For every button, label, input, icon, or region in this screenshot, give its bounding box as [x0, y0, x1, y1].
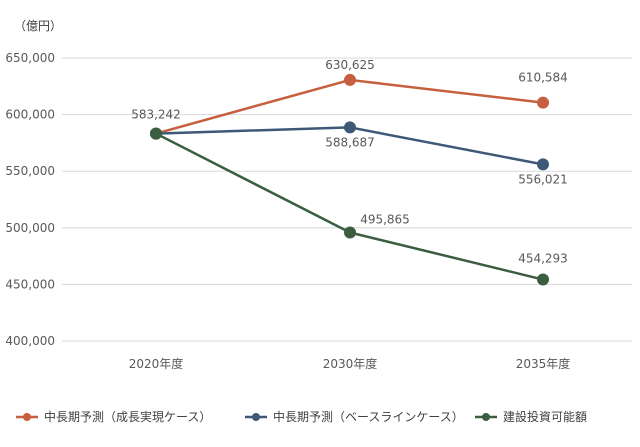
legend: 中長期予測（成長実現ケース） 中長期予測（ベースラインケース） 建設投資可能額: [16, 409, 587, 424]
data-labels: 583,242 630,625 610,584 588,687 556,021 495,8…: [131, 58, 568, 266]
data-point: [537, 96, 549, 109]
data-point: [344, 121, 356, 134]
x-tick-label: 2020年度: [129, 356, 184, 371]
data-point: [537, 158, 549, 171]
y-tick-label: 600,000: [5, 108, 55, 122]
y-axis: 400,000 450,000 500,000 550,000 600,000 650,0…: [5, 51, 55, 348]
y-tick-label: 450,000: [5, 277, 55, 291]
data-point: [344, 73, 356, 86]
unit-label: （億円）: [14, 19, 62, 33]
legend-marker: [252, 413, 260, 421]
legend-label: 建設投資可能額: [503, 409, 587, 424]
legend-label: 中長期予測（ベースラインケース）: [273, 409, 464, 424]
data-point: [537, 273, 549, 286]
legend-label: 中長期予測（成長実現ケース）: [44, 409, 211, 424]
x-tick-label: 2030年度: [323, 356, 378, 371]
data-label: 454,293: [518, 252, 568, 266]
data-point: [150, 127, 162, 140]
x-tick-label: 2035年度: [516, 356, 571, 371]
y-tick-label: 400,000: [5, 334, 55, 348]
y-tick-label: 550,000: [5, 164, 55, 178]
series-line: [155, 132, 544, 281]
y-tick-label: 500,000: [5, 221, 55, 235]
y-tick-label: 650,000: [5, 51, 55, 65]
data-label: 495,865: [360, 212, 410, 226]
x-axis: 2020年度 2030年度 2035年度: [129, 356, 571, 371]
data-label: 583,242: [131, 108, 181, 122]
data-label: 588,687: [325, 135, 375, 149]
data-label: 556,021: [518, 172, 568, 186]
data-label: 630,625: [325, 58, 375, 72]
data-point: [344, 226, 356, 239]
data-label: 610,584: [518, 71, 568, 85]
legend-marker: [23, 413, 31, 421]
legend-marker: [482, 413, 490, 421]
series: [150, 73, 549, 286]
